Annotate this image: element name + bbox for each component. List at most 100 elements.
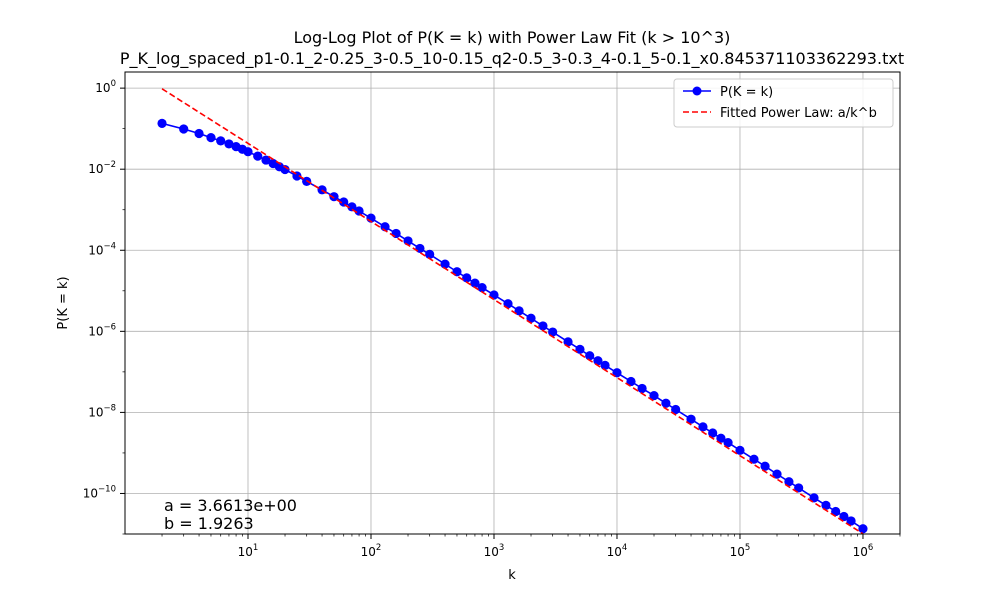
x-tick-label: 105 (730, 543, 751, 559)
series-pk-point (440, 259, 450, 269)
series-pk-point (354, 206, 364, 216)
x-tick-exponent: 3 (499, 543, 504, 553)
x-tick-exponent: 2 (376, 543, 381, 553)
x-tick-exponent: 4 (622, 543, 627, 553)
annotation-a: a = 3.6613e+00 (164, 496, 297, 515)
series-pk-point (548, 327, 558, 337)
y-tick-label: 10−6 (88, 322, 116, 338)
series-pk-point (708, 428, 718, 438)
series-pk-point (253, 151, 263, 161)
series-pk-point (831, 506, 841, 517)
series-pk-point (649, 390, 659, 401)
x-tick-base: 10 (484, 545, 499, 559)
series-pk-point (280, 164, 290, 175)
legend-marker-pk (692, 86, 702, 96)
annotation-b: b = 1.9263 (164, 514, 254, 533)
chart-title: Log-Log Plot of P(K = k) with Power Law … (294, 28, 731, 47)
series-pk-point (809, 493, 819, 503)
series-pk-point (425, 249, 435, 260)
series-pk-point (784, 477, 794, 487)
series-pk-point (206, 133, 216, 143)
x-tick-label: 102 (361, 543, 382, 559)
x-tick-base: 10 (361, 545, 376, 559)
series-pk-point (329, 192, 339, 202)
x-tick-base: 10 (607, 545, 622, 559)
x-tick-base: 10 (238, 545, 253, 559)
series-pk-point (538, 321, 548, 331)
y-tick-label: 100 (95, 79, 116, 95)
series-pk-point (157, 118, 167, 128)
x-tick-base: 10 (853, 545, 868, 559)
series-pk-point (821, 500, 831, 510)
series-pk-point (391, 228, 401, 239)
y-tick-exponent: −10 (98, 484, 116, 494)
y-tick-label: 10−2 (88, 160, 116, 176)
y-axis-label: P(K = k) (56, 276, 71, 329)
y-tick-exponent: −6 (103, 322, 116, 332)
series-pk-point (858, 524, 868, 534)
series-pk-point (671, 404, 681, 415)
series-fit-line (161, 88, 864, 535)
series-pk-point (716, 433, 726, 443)
series-pk-point (593, 356, 603, 366)
series-pk-point (575, 344, 585, 354)
series-pk-point (600, 360, 610, 370)
x-tick-label: 106 (853, 543, 874, 559)
x-tick-exponent: 6 (868, 543, 873, 553)
y-tick-base: 10 (88, 405, 103, 419)
y-tick-exponent: −4 (103, 241, 116, 251)
x-tick-exponent: 1 (253, 543, 258, 553)
legend: P(K = k) Fitted Power Law: a/k^b (673, 78, 894, 128)
x-tick-label: 104 (607, 543, 628, 559)
y-tick-base: 10 (88, 162, 103, 176)
series-pk-point (452, 267, 462, 277)
series-pk-point (194, 128, 204, 139)
y-tick-label: 10−4 (88, 241, 116, 257)
x-tick-label: 101 (238, 543, 259, 559)
y-tick-exponent: −2 (103, 160, 116, 170)
series-pk-point (179, 124, 189, 134)
series-pk-point (637, 383, 647, 394)
legend-label-pk: P(K = k) (720, 85, 773, 100)
series-pk-point (698, 422, 708, 432)
series-pk-point (462, 273, 472, 283)
legend-label-fit: Fitted Power Law: a/k^b (720, 106, 877, 121)
grid-layer (125, 72, 900, 534)
legend-box (673, 78, 894, 128)
series-pk-point (243, 147, 253, 157)
series-pk-point (585, 351, 595, 361)
series-pk-point (470, 278, 480, 288)
series-pk-point (760, 461, 770, 471)
series-pk-point (839, 511, 849, 522)
y-tick-label: 10−10 (83, 484, 116, 500)
y-tick-base: 10 (88, 243, 103, 257)
x-axis-label: k (508, 568, 516, 583)
series-pk-point (339, 197, 349, 207)
series-pk-point (526, 313, 536, 323)
series-pk-point (723, 437, 733, 448)
series-pk-point (735, 445, 745, 455)
series-pk-point (661, 398, 671, 408)
series-pk-point (772, 469, 782, 479)
series-pk-point (612, 368, 622, 378)
series-pk-point (477, 282, 487, 293)
series-pk-point (261, 155, 271, 165)
plot-layer (157, 88, 868, 535)
chart-subtitle: P_K_log_spaced_p1-0.1_2-0.25_3-0.5_10-0.… (120, 49, 904, 69)
y-tick-exponent: −8 (103, 403, 116, 413)
x-tick-label: 103 (484, 543, 505, 559)
y-tick-exponent: 0 (111, 79, 116, 89)
series-pk-point (794, 483, 804, 493)
x-tick-exponent: 5 (745, 543, 750, 553)
y-tick-label: 10−8 (88, 403, 116, 419)
series-pk-point (347, 202, 357, 212)
series-pk-point (749, 454, 759, 464)
series-pk-point (846, 516, 856, 526)
series-pk-point (216, 136, 226, 146)
y-tick-base: 10 (88, 324, 103, 338)
axes-frame (124, 71, 901, 535)
series-pk-point (415, 243, 425, 254)
